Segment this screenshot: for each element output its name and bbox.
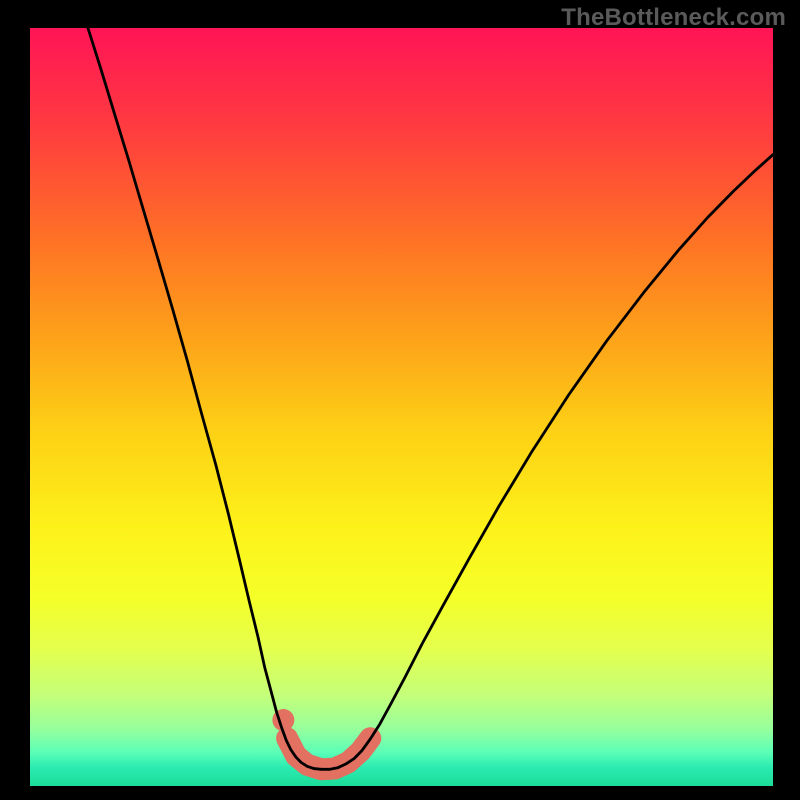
watermark-text: TheBottleneck.com — [561, 4, 786, 32]
chart-frame: TheBottleneck.com — [0, 0, 800, 800]
plot-area — [30, 28, 773, 786]
bottleneck-curve — [88, 28, 773, 769]
chart-svg — [30, 28, 773, 786]
